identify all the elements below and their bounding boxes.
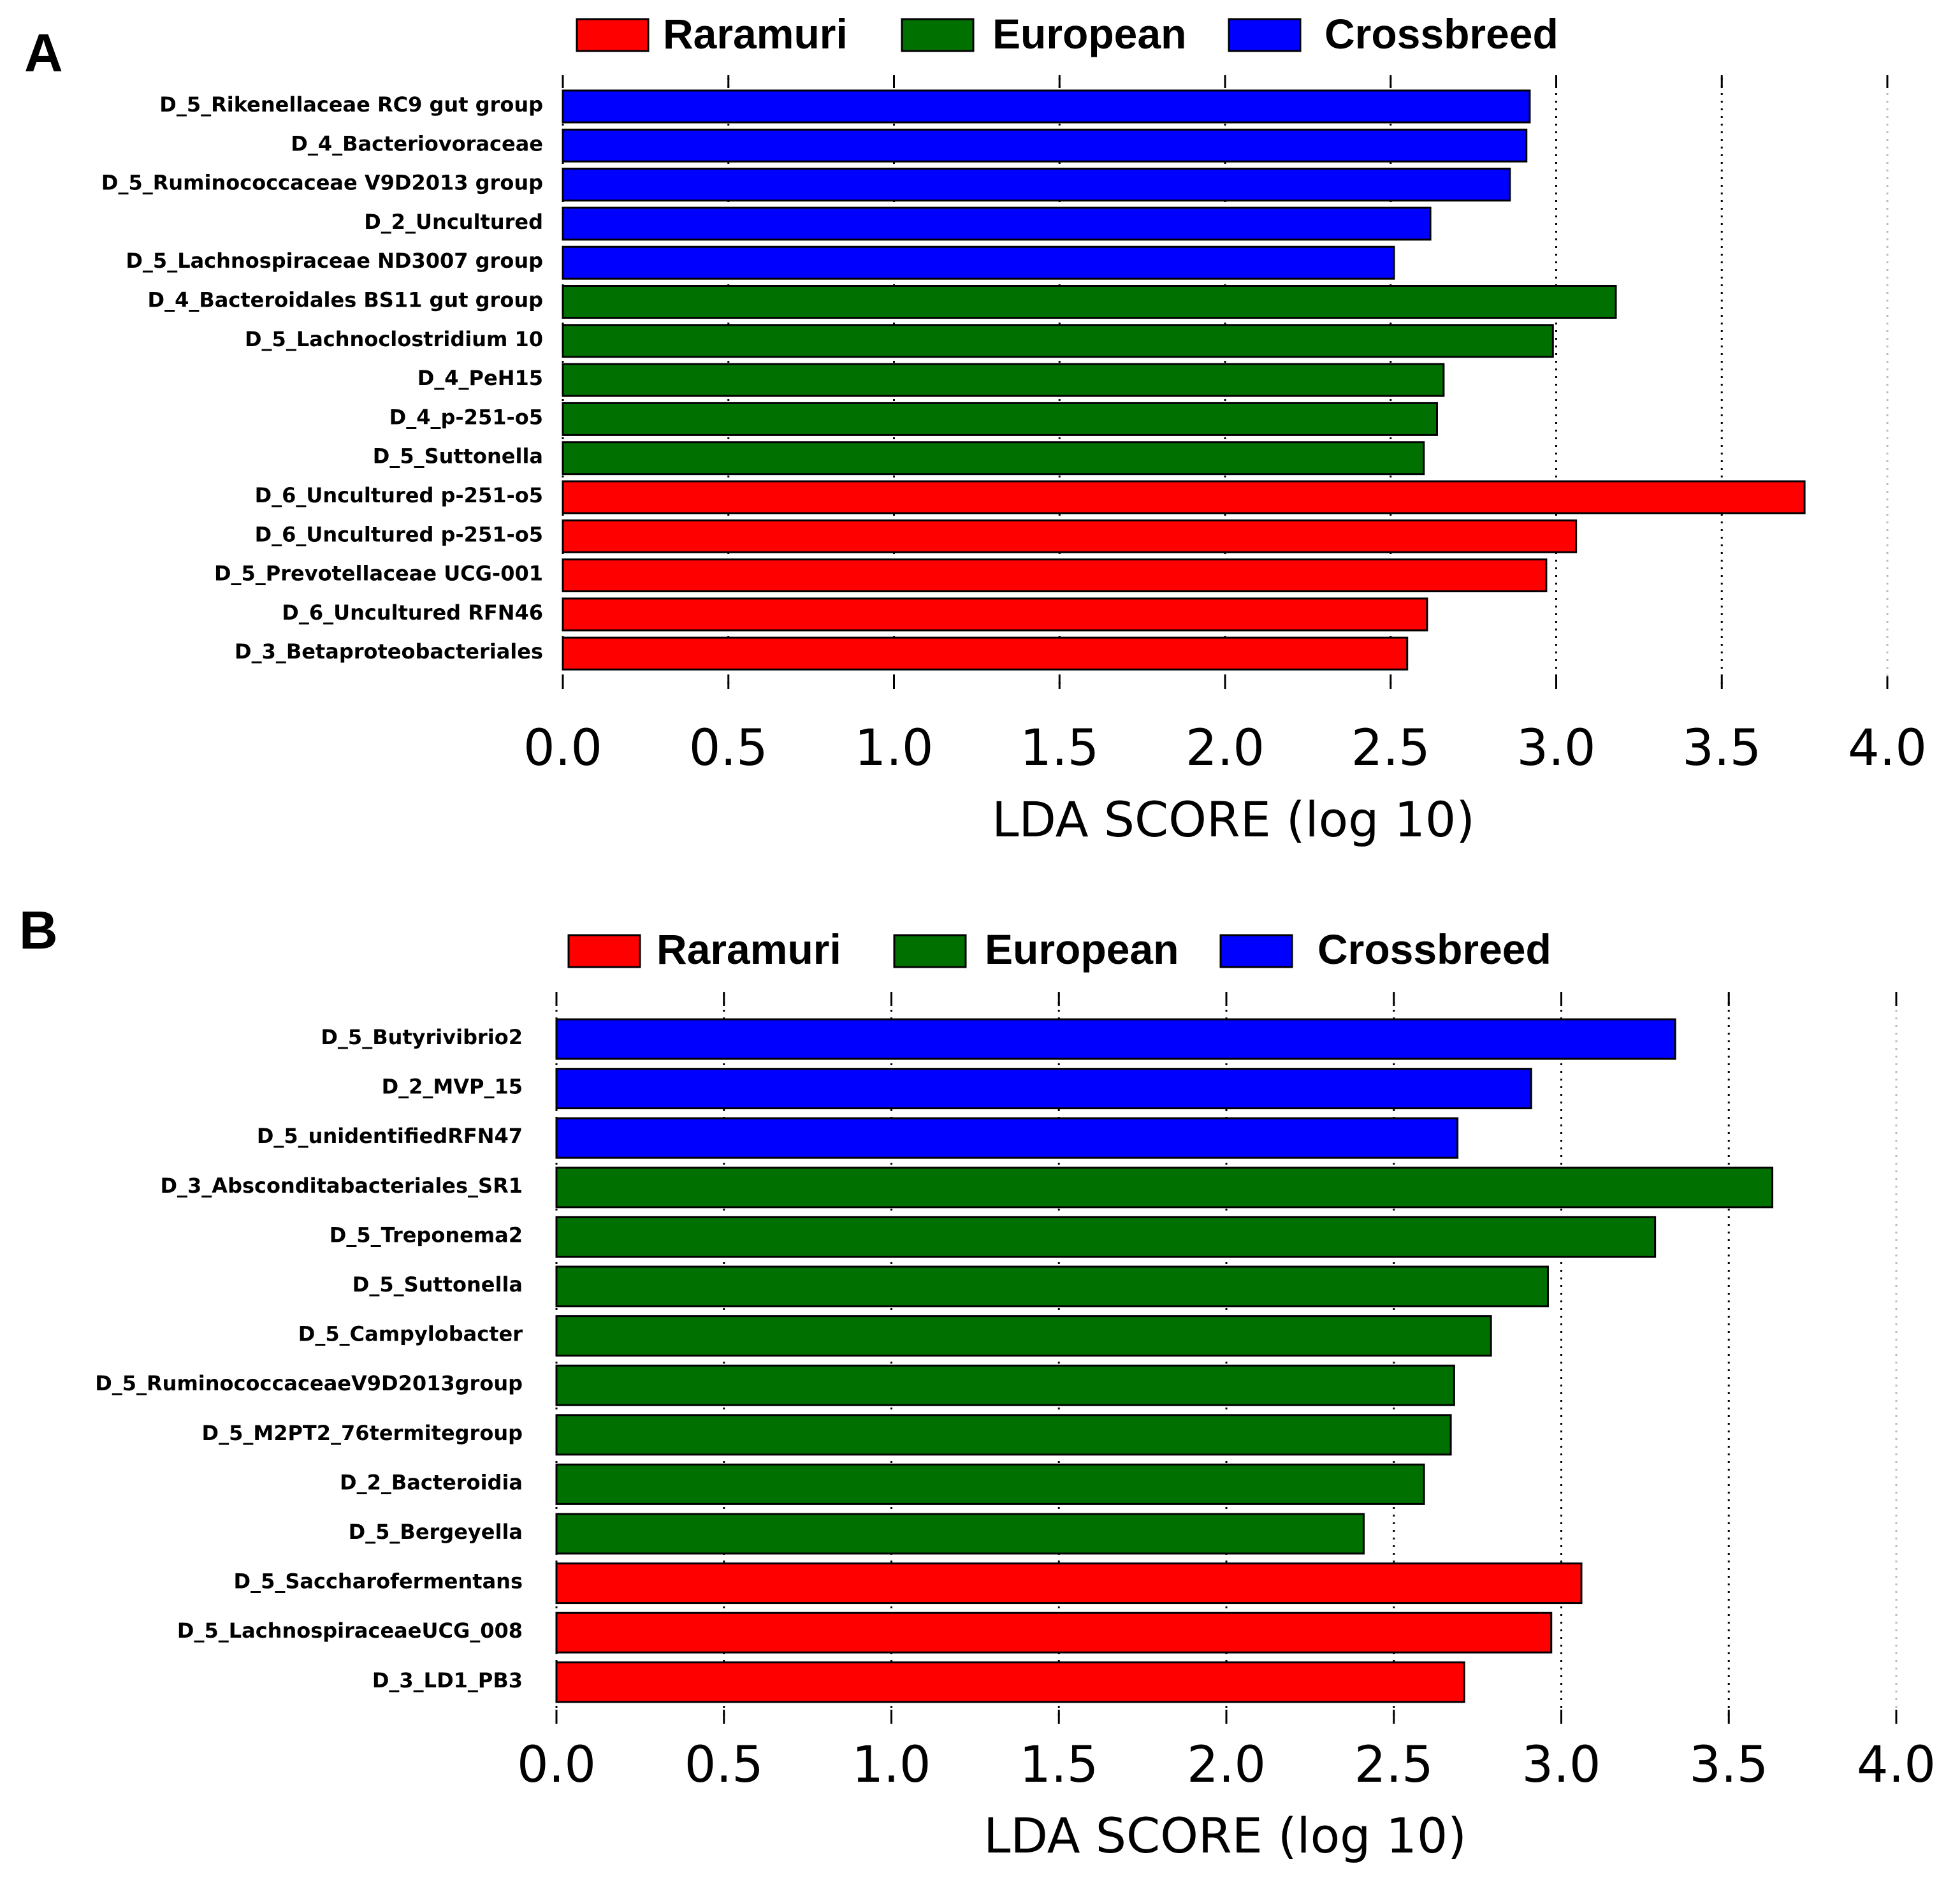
bar-crossbreed-d-5-ruminococcaceae-v9d2013-group xyxy=(562,168,1511,202)
bar-raramuri-d-3-betaproteobacteriales xyxy=(562,636,1409,671)
bar-crossbreed-d-2-uncultured xyxy=(562,207,1432,241)
category-label: D_6_Uncultured RFN46 xyxy=(282,600,543,625)
legend-swatch-raramuri xyxy=(576,18,650,52)
category-label: D_5_unidentifiedRFN47 xyxy=(257,1124,523,1148)
bar-raramuri-d-6-uncultured-rfn46 xyxy=(562,597,1428,632)
legend-swatch-european xyxy=(893,934,967,968)
x-tick-label: 2.0 xyxy=(1186,720,1265,777)
bar-european-d-4-p-251-o5 xyxy=(562,402,1438,436)
panel-b-legend: Raramuri European Crossbreed xyxy=(567,926,1551,973)
category-label: D_5_RuminococcaceaeV9D2013group xyxy=(95,1371,523,1395)
category-label: D_5_M2PT2_76termitegroup xyxy=(202,1421,523,1445)
category-label: D_6_Uncultured p-251-o5 xyxy=(255,483,543,507)
x-tick-label: 1.5 xyxy=(1020,720,1099,777)
legend-swatch-crossbreed xyxy=(1228,18,1302,52)
legend-label-crossbreed: Crossbreed xyxy=(1318,926,1551,973)
category-label: D_5_Saccharofermentans xyxy=(234,1569,523,1594)
x-tick-label: 3.5 xyxy=(1689,1736,1768,1794)
panel-a-legend: Raramuri European Crossbreed xyxy=(576,10,1558,57)
category-label: D_4_PeH15 xyxy=(417,366,543,390)
bar-raramuri-d-5-prevotellaceae-ucg-001 xyxy=(562,558,1548,593)
legend-swatch-crossbreed xyxy=(1219,934,1293,968)
bar-crossbreed-d-5-unidentifiedrfn47 xyxy=(555,1117,1459,1159)
category-label: D_6_Uncultured p-251-o5 xyxy=(255,522,543,546)
bar-raramuri-d-3-ld1-pb3 xyxy=(555,1661,1465,1703)
category-label: D_5_Campylobacter xyxy=(298,1322,523,1346)
category-label: D_5_Treponema2 xyxy=(330,1223,523,1247)
bar-european-d-3-absconditabacteriales-sr1 xyxy=(555,1167,1774,1209)
bar-european-d-5-suttonella xyxy=(562,441,1425,476)
x-tick-label: 1.5 xyxy=(1019,1736,1098,1794)
x-tick-label: 1.0 xyxy=(852,1736,931,1794)
bar-crossbreed-d-2-mvp-15 xyxy=(555,1068,1532,1110)
bar-crossbreed-d-4-bacteriovoraceae xyxy=(562,128,1528,163)
bar-raramuri-d-5-saccharofermentans xyxy=(555,1562,1583,1605)
category-label: D_5_Lachnospiraceae ND3007 group xyxy=(126,249,543,273)
x-tick-label: 4.0 xyxy=(1857,1736,1936,1794)
panel-b-xlabel: LDA SCORE (log 10) xyxy=(984,1807,1467,1864)
legend-label-european: European xyxy=(985,926,1179,973)
x-tick-label: 2.0 xyxy=(1187,1736,1266,1794)
panel-a-letter: A xyxy=(24,23,63,83)
panel-a-plot: 0.0 0.5 1.0 1.5 2.0 2.5 3.0 3.5 4.0 D_5_Rikenella… xyxy=(101,75,1927,777)
legend-label-european: European xyxy=(992,10,1186,57)
category-label: D_5_LachnospiraceaeUCG_008 xyxy=(177,1619,523,1643)
bar-european-d-5-campylobacter xyxy=(555,1315,1492,1357)
x-tick-label: 3.0 xyxy=(1516,720,1595,777)
bar-european-d-5-bergeyella xyxy=(555,1513,1365,1555)
category-label: D_5_Suttonella xyxy=(352,1272,523,1297)
category-label: D_3_Absconditabacteriales_SR1 xyxy=(160,1174,523,1198)
bar-raramuri-d-5-lachnospiraceaeucg-008 xyxy=(555,1612,1553,1654)
legend-label-raramuri: Raramuri xyxy=(663,10,848,57)
category-label: D_2_Bacteroidia xyxy=(340,1470,523,1494)
category-label: D_2_Uncultured xyxy=(364,210,543,234)
bar-european-d-5-treponema2 xyxy=(555,1216,1657,1258)
category-label: D_4_Bacteriovoraceae xyxy=(291,131,543,156)
bar-european-d-2-bacteroidia xyxy=(555,1463,1425,1505)
panel-b-letter: B xyxy=(19,900,58,960)
legend-swatch-raramuri xyxy=(567,934,641,968)
bar-european-d-4-bacteroidales-bs11-gut-group xyxy=(562,285,1617,319)
category-label: D_2_MVP_15 xyxy=(382,1075,523,1099)
x-tick-label: 0.0 xyxy=(523,720,602,777)
x-tick-label: 2.5 xyxy=(1351,720,1430,777)
panel-a: A Raramuri European Crossbreed 0.0 0.5 1.0… xyxy=(24,10,1927,848)
bar-european-d-5-ruminococcaceaev9d2013group xyxy=(555,1364,1455,1406)
x-tick-label: 0.5 xyxy=(685,1736,764,1794)
bar-crossbreed-d-5-lachnospiraceae-nd3007-group xyxy=(562,245,1395,280)
panel-b-plot: 0.0 0.5 1.0 1.5 2.0 2.5 3.0 3.5 4.0 D_5_Butyrivib… xyxy=(95,992,1936,1794)
bar-raramuri-d-6-uncultured-p-251-o5 xyxy=(562,480,1806,514)
category-label: D_5_Butyrivibrio2 xyxy=(321,1025,523,1049)
bar-european-d-5-suttonella xyxy=(555,1265,1549,1307)
x-tick-label: 3.0 xyxy=(1521,1736,1601,1794)
legend-swatch-european xyxy=(901,18,975,52)
category-label: D_5_Lachnoclostridium 10 xyxy=(245,327,543,351)
bar-european-d-5-lachnoclostridium-10 xyxy=(562,324,1554,358)
category-label: D_5_Suttonella xyxy=(373,444,543,469)
category-label: D_5_Rikenellaceae RC9 gut group xyxy=(159,92,543,117)
x-tick-label: 1.0 xyxy=(854,720,933,777)
bar-crossbreed-d-5-rikenellaceae-rc9-gut-group xyxy=(562,89,1531,124)
bar-european-d-5-m2pt2-76termitegroup xyxy=(555,1414,1452,1456)
category-label: D_5_Bergeyella xyxy=(349,1520,523,1544)
bar-raramuri-d-6-uncultured-p-251-o5 xyxy=(562,519,1578,553)
x-tick-label: 4.0 xyxy=(1848,720,1927,777)
bar-european-d-4-peh15 xyxy=(562,363,1445,397)
x-tick-label: 0.5 xyxy=(689,720,768,777)
category-label: D_5_Prevotellaceae UCG-001 xyxy=(214,562,543,586)
category-label: D_4_p-251-o5 xyxy=(389,405,543,429)
category-label: D_3_Betaproteobacteriales xyxy=(235,639,543,664)
x-tick-label: 0.0 xyxy=(517,1736,596,1794)
panel-a-xlabel: LDA SCORE (log 10) xyxy=(992,791,1475,848)
x-tick-label: 3.5 xyxy=(1682,720,1761,777)
panel-b: B Raramuri European Crossbreed 0.0 0.5 1.0… xyxy=(19,900,1936,1864)
category-label: D_5_Ruminococcaceae V9D2013 group xyxy=(101,171,543,195)
legend-label-raramuri: Raramuri xyxy=(657,926,841,973)
category-label: D_3_LD1_PB3 xyxy=(372,1668,523,1692)
bar-crossbreed-d-5-butyrivibrio2 xyxy=(555,1018,1676,1060)
category-label: D_4_Bacteroidales BS11 gut group xyxy=(148,288,543,312)
x-tick-label: 2.5 xyxy=(1354,1736,1434,1794)
legend-label-crossbreed: Crossbreed xyxy=(1325,10,1558,57)
